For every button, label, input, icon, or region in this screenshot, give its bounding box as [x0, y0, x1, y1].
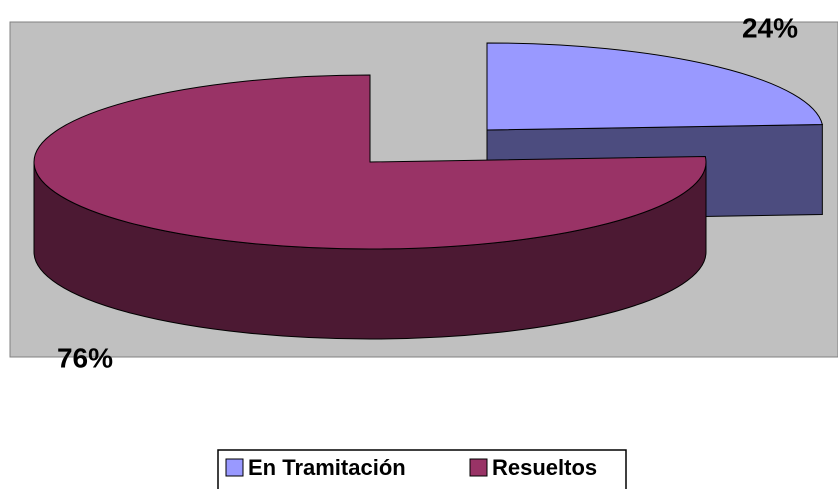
legend-swatch	[469, 458, 488, 477]
pie-slice	[33, 74, 707, 250]
legend-label: Resueltos	[492, 455, 597, 480]
legend-box	[217, 449, 627, 489]
data-label: 24%	[742, 12, 798, 43]
data-label: 76%	[57, 342, 113, 373]
legend-swatch	[225, 458, 244, 477]
legend-label: En Tramitación	[248, 455, 406, 480]
pie-slice	[486, 42, 823, 131]
